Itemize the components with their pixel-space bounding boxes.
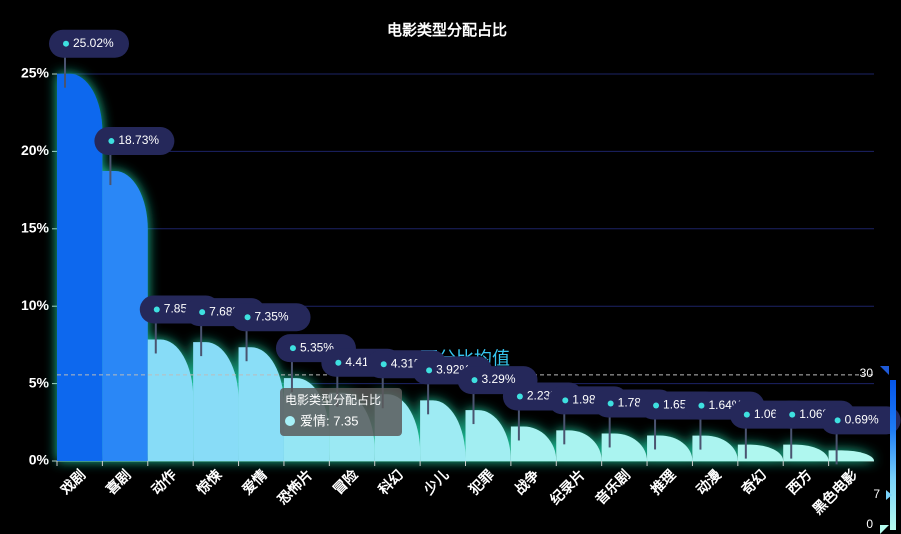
y-tick-label: 10% (21, 297, 50, 313)
label-dot (607, 400, 614, 407)
x-tick-label: 犯罪 (465, 466, 497, 498)
x-tick-label: 科幻 (375, 466, 406, 497)
visual-map-pointer-label: 7 (873, 487, 880, 501)
x-tick-label: 战争 (511, 466, 542, 497)
x-tick-label: 戏剧 (57, 466, 89, 498)
x-tick-label: 恐怖片 (274, 466, 315, 507)
label-bubble (94, 127, 175, 156)
visual-map-bar (890, 380, 896, 530)
x-tick-label: 动作 (148, 466, 179, 497)
bar (647, 435, 693, 461)
x-tick-label: 喜剧 (103, 466, 134, 497)
label-dot (789, 411, 796, 418)
x-tick-label: 少儿 (420, 466, 452, 498)
label-dot (743, 411, 750, 418)
label-dot (653, 402, 660, 409)
label-dot (426, 367, 433, 374)
y-tick-label: 15% (21, 220, 50, 236)
value-label: 3.29% (482, 372, 516, 386)
bar (420, 400, 466, 461)
bar (147, 339, 194, 461)
bar (193, 342, 239, 461)
value-label: 18.73% (118, 133, 159, 147)
bar (692, 435, 738, 461)
label-dot (199, 309, 206, 316)
bar (238, 347, 284, 461)
bar (828, 450, 874, 461)
bar (510, 426, 557, 461)
bar (465, 410, 511, 461)
label-dot (516, 393, 523, 400)
label-dot (108, 138, 115, 145)
x-tick-label: 音乐剧 (592, 466, 633, 507)
label-bubble (820, 406, 901, 435)
label-dot (153, 306, 160, 313)
y-tick-label: 25% (21, 65, 50, 81)
x-tick-label: 推理 (647, 466, 678, 497)
tooltip-dot (285, 416, 295, 426)
value-label: 5.35% (300, 340, 334, 354)
label-dot (63, 40, 69, 47)
x-tick-label: 纪录片 (547, 466, 588, 507)
label-dot (244, 314, 251, 321)
y-tick-label: 5% (29, 374, 50, 390)
bar (737, 444, 784, 461)
tooltip-box (280, 388, 402, 436)
x-tick-label: 冒险 (330, 466, 362, 498)
label-dot (471, 377, 478, 384)
x-tick-label: 动漫 (693, 466, 725, 498)
x-tick-label: 西方 (784, 466, 815, 497)
visual-map-max: 30 (860, 366, 874, 380)
x-tick-label: 爱情 (239, 466, 270, 497)
y-tick-label: 0% (29, 452, 50, 468)
visual-map-pointer (886, 490, 892, 500)
visual-map-handle-bottom (880, 525, 889, 534)
bar (783, 444, 829, 461)
label-dot (289, 345, 296, 352)
label-bubble (49, 29, 129, 58)
tooltip-title: 电影类型分配占比 (285, 392, 381, 407)
chart-title: 电影类型分配占比 (387, 21, 507, 39)
value-label: 7.35% (255, 309, 289, 323)
bar (556, 430, 602, 461)
x-tick-label: 惊悚 (193, 466, 226, 499)
x-tick-label: 黑色电影 (809, 466, 860, 517)
bar (102, 171, 148, 461)
label-dot (834, 417, 841, 424)
visual-map-handle-top (880, 366, 889, 375)
label-bubble (230, 303, 311, 332)
tooltip-item: 爱情: 7.35 (300, 413, 359, 428)
label-dot (335, 359, 342, 366)
visual-map-min: 0 (866, 517, 873, 531)
label-dot (698, 402, 705, 409)
bar (57, 73, 103, 461)
label-dot (380, 361, 387, 368)
label-dot (562, 397, 569, 404)
y-tick-label: 20% (21, 142, 50, 158)
value-label: 25.02% (73, 36, 114, 50)
value-label: 0.69% (845, 412, 879, 426)
x-tick-label: 奇幻 (738, 466, 769, 497)
bar (601, 433, 648, 461)
